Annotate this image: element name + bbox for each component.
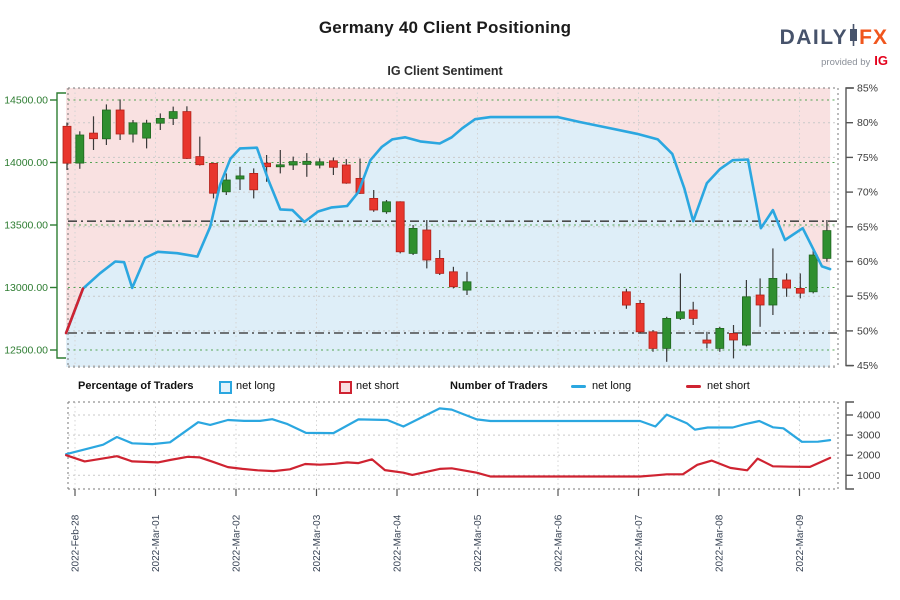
svg-text:2022-Mar-06: 2022-Mar-06 bbox=[554, 514, 565, 572]
svg-text:65%: 65% bbox=[857, 221, 878, 233]
candlestick-icon bbox=[849, 24, 858, 50]
svg-text:2022-Mar-08: 2022-Mar-08 bbox=[715, 514, 726, 572]
percent-axis-right: 85% 80% 75% 70% 65% 60% 55% 50% 45% bbox=[845, 83, 878, 372]
svg-text:2022-Mar-09: 2022-Mar-09 bbox=[795, 514, 806, 572]
logo-fx-text: FX bbox=[859, 25, 888, 49]
svg-text:60%: 60% bbox=[857, 256, 878, 268]
sentiment-reference-lines bbox=[68, 220, 838, 334]
svg-text:2022-Mar-03: 2022-Mar-03 bbox=[312, 514, 323, 572]
logo-daily-text: DAILY bbox=[779, 25, 849, 49]
provided-by-text: provided by bbox=[821, 57, 871, 68]
price-candles bbox=[62, 99, 832, 362]
net-short-dash-icon bbox=[686, 385, 701, 388]
net-long-percent-line bbox=[64, 115, 832, 335]
traders-count-net-short-line bbox=[64, 454, 832, 478]
net-short-box-icon bbox=[339, 381, 352, 394]
legend-percentage-of-traders: Percentage of Traders bbox=[78, 380, 194, 392]
legend-num-net-short: net short bbox=[707, 380, 750, 392]
svg-text:12500.00: 12500.00 bbox=[4, 345, 48, 357]
svg-text:2022-Mar-04: 2022-Mar-04 bbox=[393, 514, 404, 572]
dailyfx-logo: DAILY FX provided by IG bbox=[738, 24, 888, 68]
count-axis-right: 4000 3000 2000 1000 bbox=[845, 401, 881, 490]
svg-text:1000: 1000 bbox=[857, 470, 881, 482]
sentiment-shading bbox=[66, 88, 831, 367]
legend-num-net-long: net long bbox=[592, 380, 632, 392]
svg-text:2000: 2000 bbox=[857, 450, 881, 462]
svg-text:2022-Mar-07: 2022-Mar-07 bbox=[634, 514, 645, 572]
ig-logo: IG bbox=[874, 53, 888, 68]
net-long-dash-icon bbox=[571, 385, 586, 388]
svg-text:85%: 85% bbox=[857, 83, 878, 95]
dailyfx-logo-wordmark: DAILY FX bbox=[738, 24, 888, 50]
svg-text:14000.00: 14000.00 bbox=[4, 157, 48, 169]
svg-text:2022-Mar-01: 2022-Mar-01 bbox=[151, 514, 162, 572]
svg-text:2022-Mar-02: 2022-Mar-02 bbox=[232, 514, 243, 572]
legend-pct-net-short: net short bbox=[356, 380, 399, 392]
price-axis-left: 14500.00 14000.00 13500.00 13000.00 12500.00 bbox=[4, 92, 66, 359]
svg-text:14500.00: 14500.00 bbox=[4, 95, 48, 107]
page-title: Germany 40 Client Positioning bbox=[318, 18, 572, 37]
svg-text:13500.00: 13500.00 bbox=[4, 220, 48, 232]
logo-provided-by: provided by IG bbox=[738, 54, 888, 68]
svg-text:80%: 80% bbox=[857, 117, 878, 129]
chart-subtitle: IG Client Sentiment bbox=[387, 64, 503, 78]
svg-text:45%: 45% bbox=[857, 360, 878, 372]
svg-text:75%: 75% bbox=[857, 152, 878, 164]
svg-text:55%: 55% bbox=[857, 291, 878, 303]
svg-text:13000.00: 13000.00 bbox=[4, 282, 48, 294]
svg-text:70%: 70% bbox=[857, 187, 878, 199]
svg-text:2022-Mar-05: 2022-Mar-05 bbox=[473, 514, 484, 572]
legend-pct-net-long: net long bbox=[236, 380, 276, 392]
legend-number-of-traders: Number of Traders bbox=[450, 380, 548, 392]
svg-text:50%: 50% bbox=[857, 325, 878, 337]
svg-text:2022-Feb-28: 2022-Feb-28 bbox=[71, 514, 82, 572]
date-axis: 2022-Feb-28 2022-Mar-01 2022-Mar-02 2022-Ma… bbox=[71, 489, 806, 572]
svg-text:4000: 4000 bbox=[857, 410, 881, 422]
traders-count-net-long-line bbox=[64, 407, 832, 456]
net-long-box-icon bbox=[219, 381, 232, 394]
svg-text:3000: 3000 bbox=[857, 430, 881, 442]
